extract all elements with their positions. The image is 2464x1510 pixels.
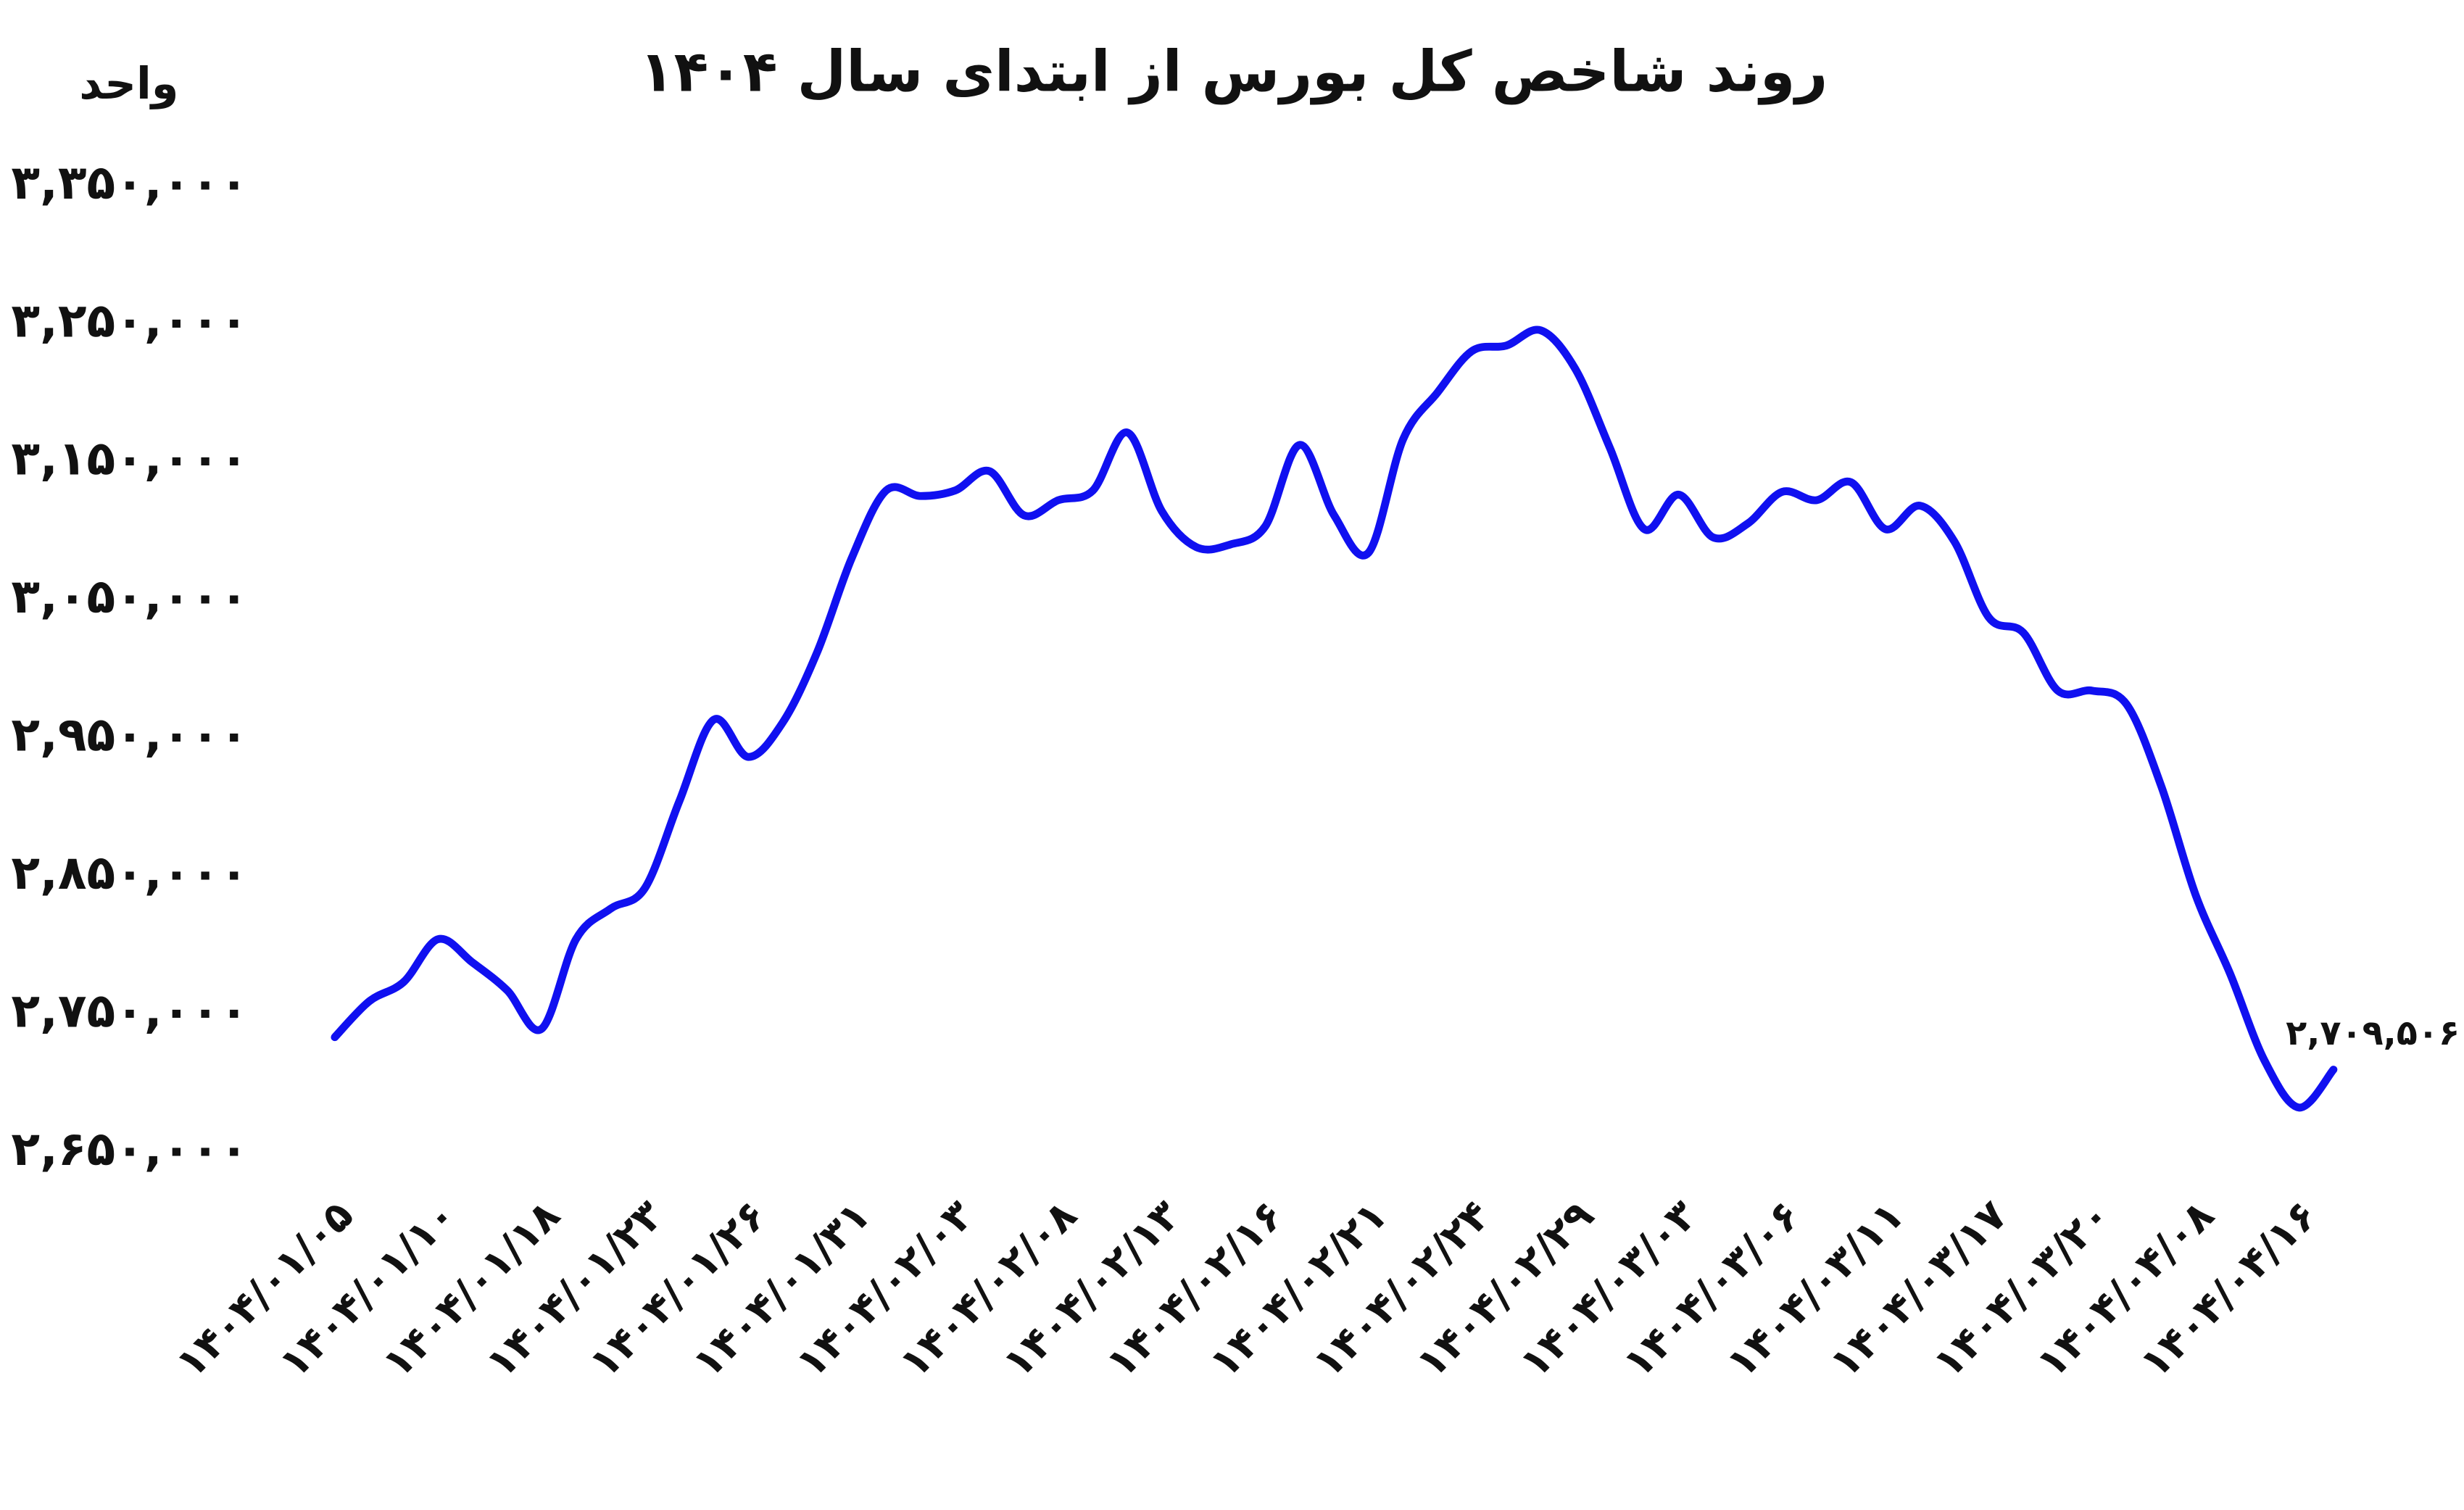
value-label: ۲,۷۰۹,۵۰۶	[2286, 1013, 2460, 1053]
y-tick-label: ۲,۶۵۰,۰۰۰	[11, 1122, 248, 1177]
line	[331, 325, 2338, 1112]
chart-title: روند شاخص کل بورس از ابتدای سال ۱۴۰۴	[639, 40, 1828, 105]
y-tick-label: ۲,۸۵۰,۰۰۰	[11, 846, 248, 900]
y-tick-label: ۲,۹۵۰,۰۰۰	[11, 708, 248, 763]
y-tick-label: ۳,۳۵۰,۰۰۰	[11, 156, 248, 210]
y-axis-label: واحد	[79, 59, 178, 109]
y-tick-label: ۳,۰۵۰,۰۰۰	[11, 570, 248, 624]
y-tick-label: ۲,۷۵۰,۰۰۰	[11, 984, 248, 1038]
x-tick-label: ۱۴۰۴/۰۱/۰۵	[167, 1192, 363, 1387]
y-tick-label: ۳,۱۵۰,۰۰۰	[11, 432, 248, 486]
y-tick-label: ۳,۲۵۰,۰۰۰	[11, 294, 248, 348]
